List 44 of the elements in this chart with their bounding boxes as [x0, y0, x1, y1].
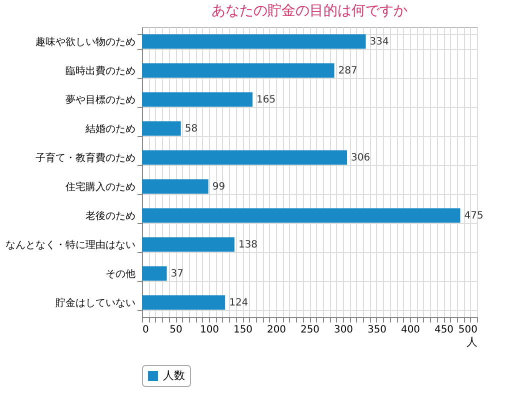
bar — [142, 92, 253, 107]
data-label: 138 — [238, 240, 258, 250]
y-tick-label: その他 — [106, 268, 136, 280]
bar — [142, 150, 348, 165]
x-axis-title: 人 — [466, 336, 478, 348]
y-tick-label: 老後のため — [86, 210, 136, 222]
x-tick-label: 300 — [334, 324, 354, 336]
x-tick-label: 250 — [300, 324, 320, 336]
y-tick-label: 臨時出費のため — [66, 65, 136, 77]
y-tick-label: 夢や目標のため — [66, 94, 136, 106]
x-tick-label: 500 — [458, 324, 478, 336]
y-tick-label: 子育て・教育費のため — [36, 152, 136, 164]
y-tick-label: 結婚のため — [84, 124, 136, 135]
bar — [142, 266, 167, 281]
chart-title: あなたの貯金の目的は何ですか — [212, 3, 408, 19]
bar — [142, 237, 234, 252]
data-label: 306 — [351, 152, 370, 164]
data-label: 37 — [170, 268, 184, 280]
data-label: 287 — [338, 66, 358, 76]
legend-label: 人数 — [163, 369, 185, 382]
x-tick-label: 450 — [434, 324, 454, 336]
bar — [142, 208, 460, 223]
bar — [142, 179, 208, 194]
bar — [142, 121, 181, 136]
y-tick-label: 貯金はしていない — [56, 297, 136, 309]
bar — [142, 295, 226, 310]
bar — [142, 34, 366, 49]
x-tick-label: 100 — [200, 324, 220, 336]
x-tick-label: 50 — [170, 324, 182, 336]
y-tick-label: 住宅購入のため — [66, 181, 136, 193]
x-tick-label: 200 — [266, 324, 286, 336]
data-label: 99 — [212, 182, 226, 192]
data-label: 58 — [184, 124, 198, 134]
data-label: 165 — [256, 94, 276, 106]
bar — [142, 63, 334, 78]
data-label: 334 — [370, 36, 389, 48]
y-tick-label: 趣味や欲しい物のため — [36, 36, 136, 48]
x-tick-label: 350 — [367, 324, 387, 336]
data-label: 475 — [464, 210, 484, 222]
data-label: 124 — [229, 298, 248, 308]
y-tick-label: なんとなく・特に理由はない — [6, 239, 136, 251]
x-tick-label: 0 — [142, 324, 149, 336]
x-tick-label: 400 — [400, 324, 420, 336]
x-tick-label: 150 — [233, 324, 253, 336]
